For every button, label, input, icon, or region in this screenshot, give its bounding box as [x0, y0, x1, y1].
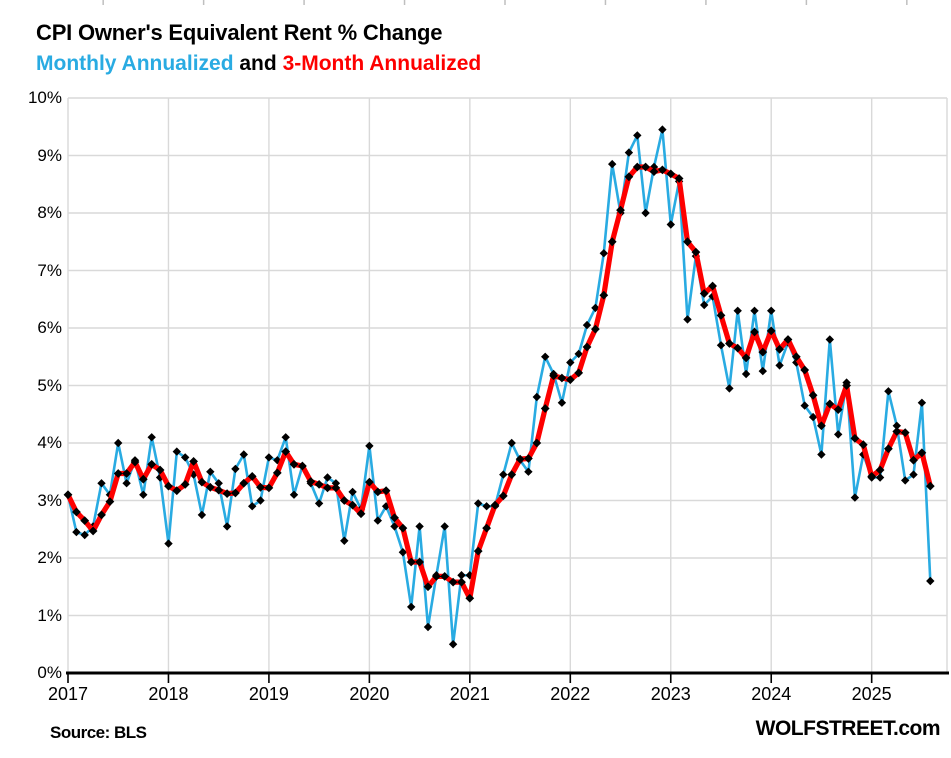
x-axis-label: 2018 [148, 684, 189, 704]
series-monthly-annualized-line [66, 128, 932, 646]
x-axis-label: 2024 [751, 684, 792, 704]
y-axis-label: 3% [37, 490, 62, 510]
x-axis [66, 671, 949, 683]
top-tick-marks [102, 0, 908, 5]
x-axis-label: 2021 [449, 684, 490, 704]
y-axis-label: 8% [37, 203, 62, 222]
x-axis-label: 2020 [349, 684, 390, 704]
y-axis-label: 5% [37, 375, 62, 395]
x-axis-label: 2022 [550, 684, 591, 704]
y-axis-label: 6% [37, 318, 62, 337]
legend-3-month-annualized: 3-Month Annualized [282, 52, 482, 75]
y-axis-label: 1% [37, 605, 62, 625]
y-axis-label: 4% [37, 433, 62, 452]
source-note: Source: BLS [50, 723, 147, 742]
y-axis-label: 0% [37, 663, 62, 682]
y-axis-label: 10% [27, 88, 62, 107]
x-axis-label: 2019 [248, 684, 289, 704]
series-3-month-annualized-markers [63, 162, 935, 603]
x-axis-label: 2025 [851, 684, 892, 704]
gridlines [67, 97, 948, 673]
legend-and-text: and [233, 52, 283, 75]
chart-subtitle: Monthly Annualized and 3-Month Annualize… [36, 52, 481, 76]
y-axis-label: 2% [37, 548, 62, 567]
wolfstreet-logo-text: WOLFSTREET.com [755, 717, 941, 740]
x-axis-label: 2023 [650, 684, 691, 704]
y-axis-label: 7% [37, 260, 62, 280]
y-axis-label: 9% [37, 145, 62, 165]
x-axis-label: 2017 [47, 684, 89, 704]
legend-monthly-annualized: Monthly Annualized [36, 52, 234, 75]
chart-title: CPI Owner's Equivalent Rent % Change [36, 20, 443, 45]
series-monthly-annualized-markers [63, 125, 935, 649]
